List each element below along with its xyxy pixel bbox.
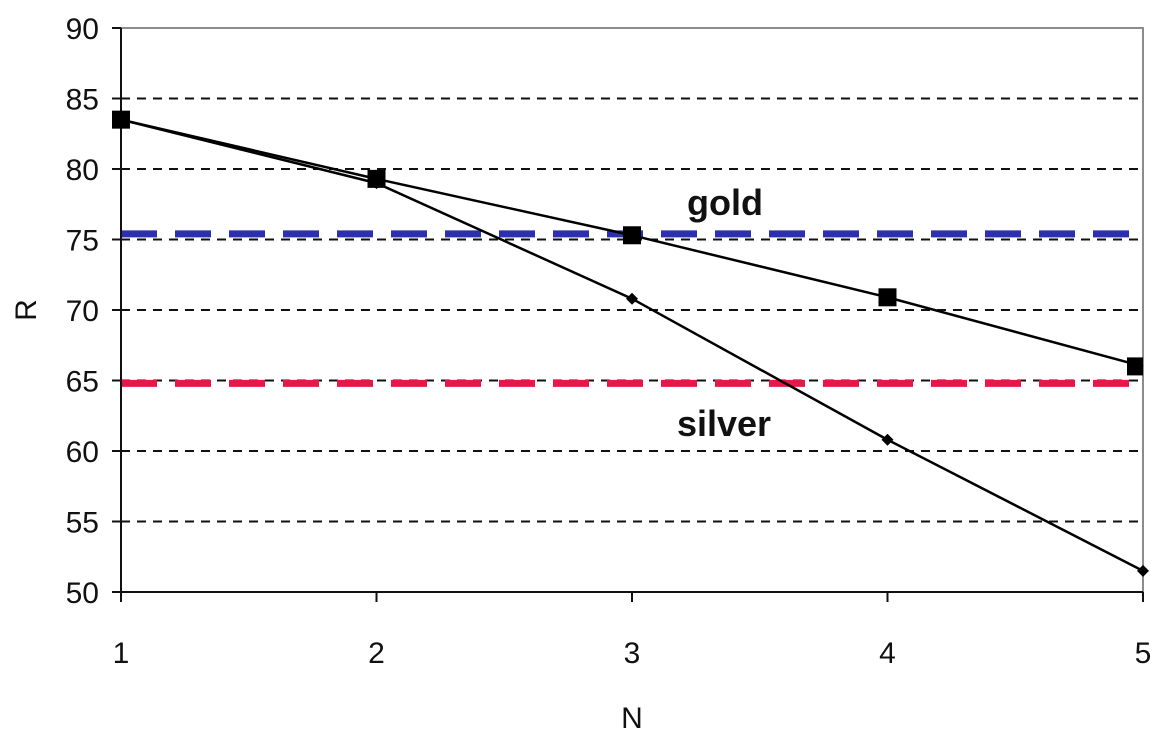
series-2-line [120,118,1144,572]
y-tick-label-75: 75 [66,225,99,258]
gold-reference-label: gold [687,182,763,223]
y-tick-label-85: 85 [66,84,99,117]
series-1-point [1127,357,1143,376]
series-2-point [626,292,638,305]
series-1-point [878,288,897,307]
y-tick-label-80: 80 [66,154,99,187]
y-tick-label-65: 65 [66,366,99,399]
y-tick-label-50: 50 [66,577,99,610]
reference-lines [121,230,1143,387]
series-2-point [1137,564,1149,577]
x-tick-label-4: 4 [879,637,896,670]
x-tick-label-1: 1 [113,637,130,670]
x-tick-label-3: 3 [624,637,641,670]
series-2-point [370,177,383,190]
y-tick-label-70: 70 [66,295,99,328]
series-2-point [881,433,894,446]
y-tick-label-60: 60 [66,436,99,469]
y-tick-label-55: 55 [66,507,99,540]
grid-lines [121,97,1143,523]
series-1-point [623,226,641,245]
series-2-point [115,113,127,126]
series-lines [112,110,1149,577]
x-axis-title: N [621,702,643,735]
y-axis-title: R [10,299,43,321]
tick-labels: 50 55 60 65 70 75 80 85 90 1 2 3 4 5 [66,13,1152,670]
x-tick-label-2: 2 [368,637,385,670]
y-tick-label-90: 90 [66,13,99,46]
silver-reference-label: silver [677,403,771,444]
axis-ticks [112,27,1144,602]
x-tick-label-5: 5 [1135,637,1152,670]
